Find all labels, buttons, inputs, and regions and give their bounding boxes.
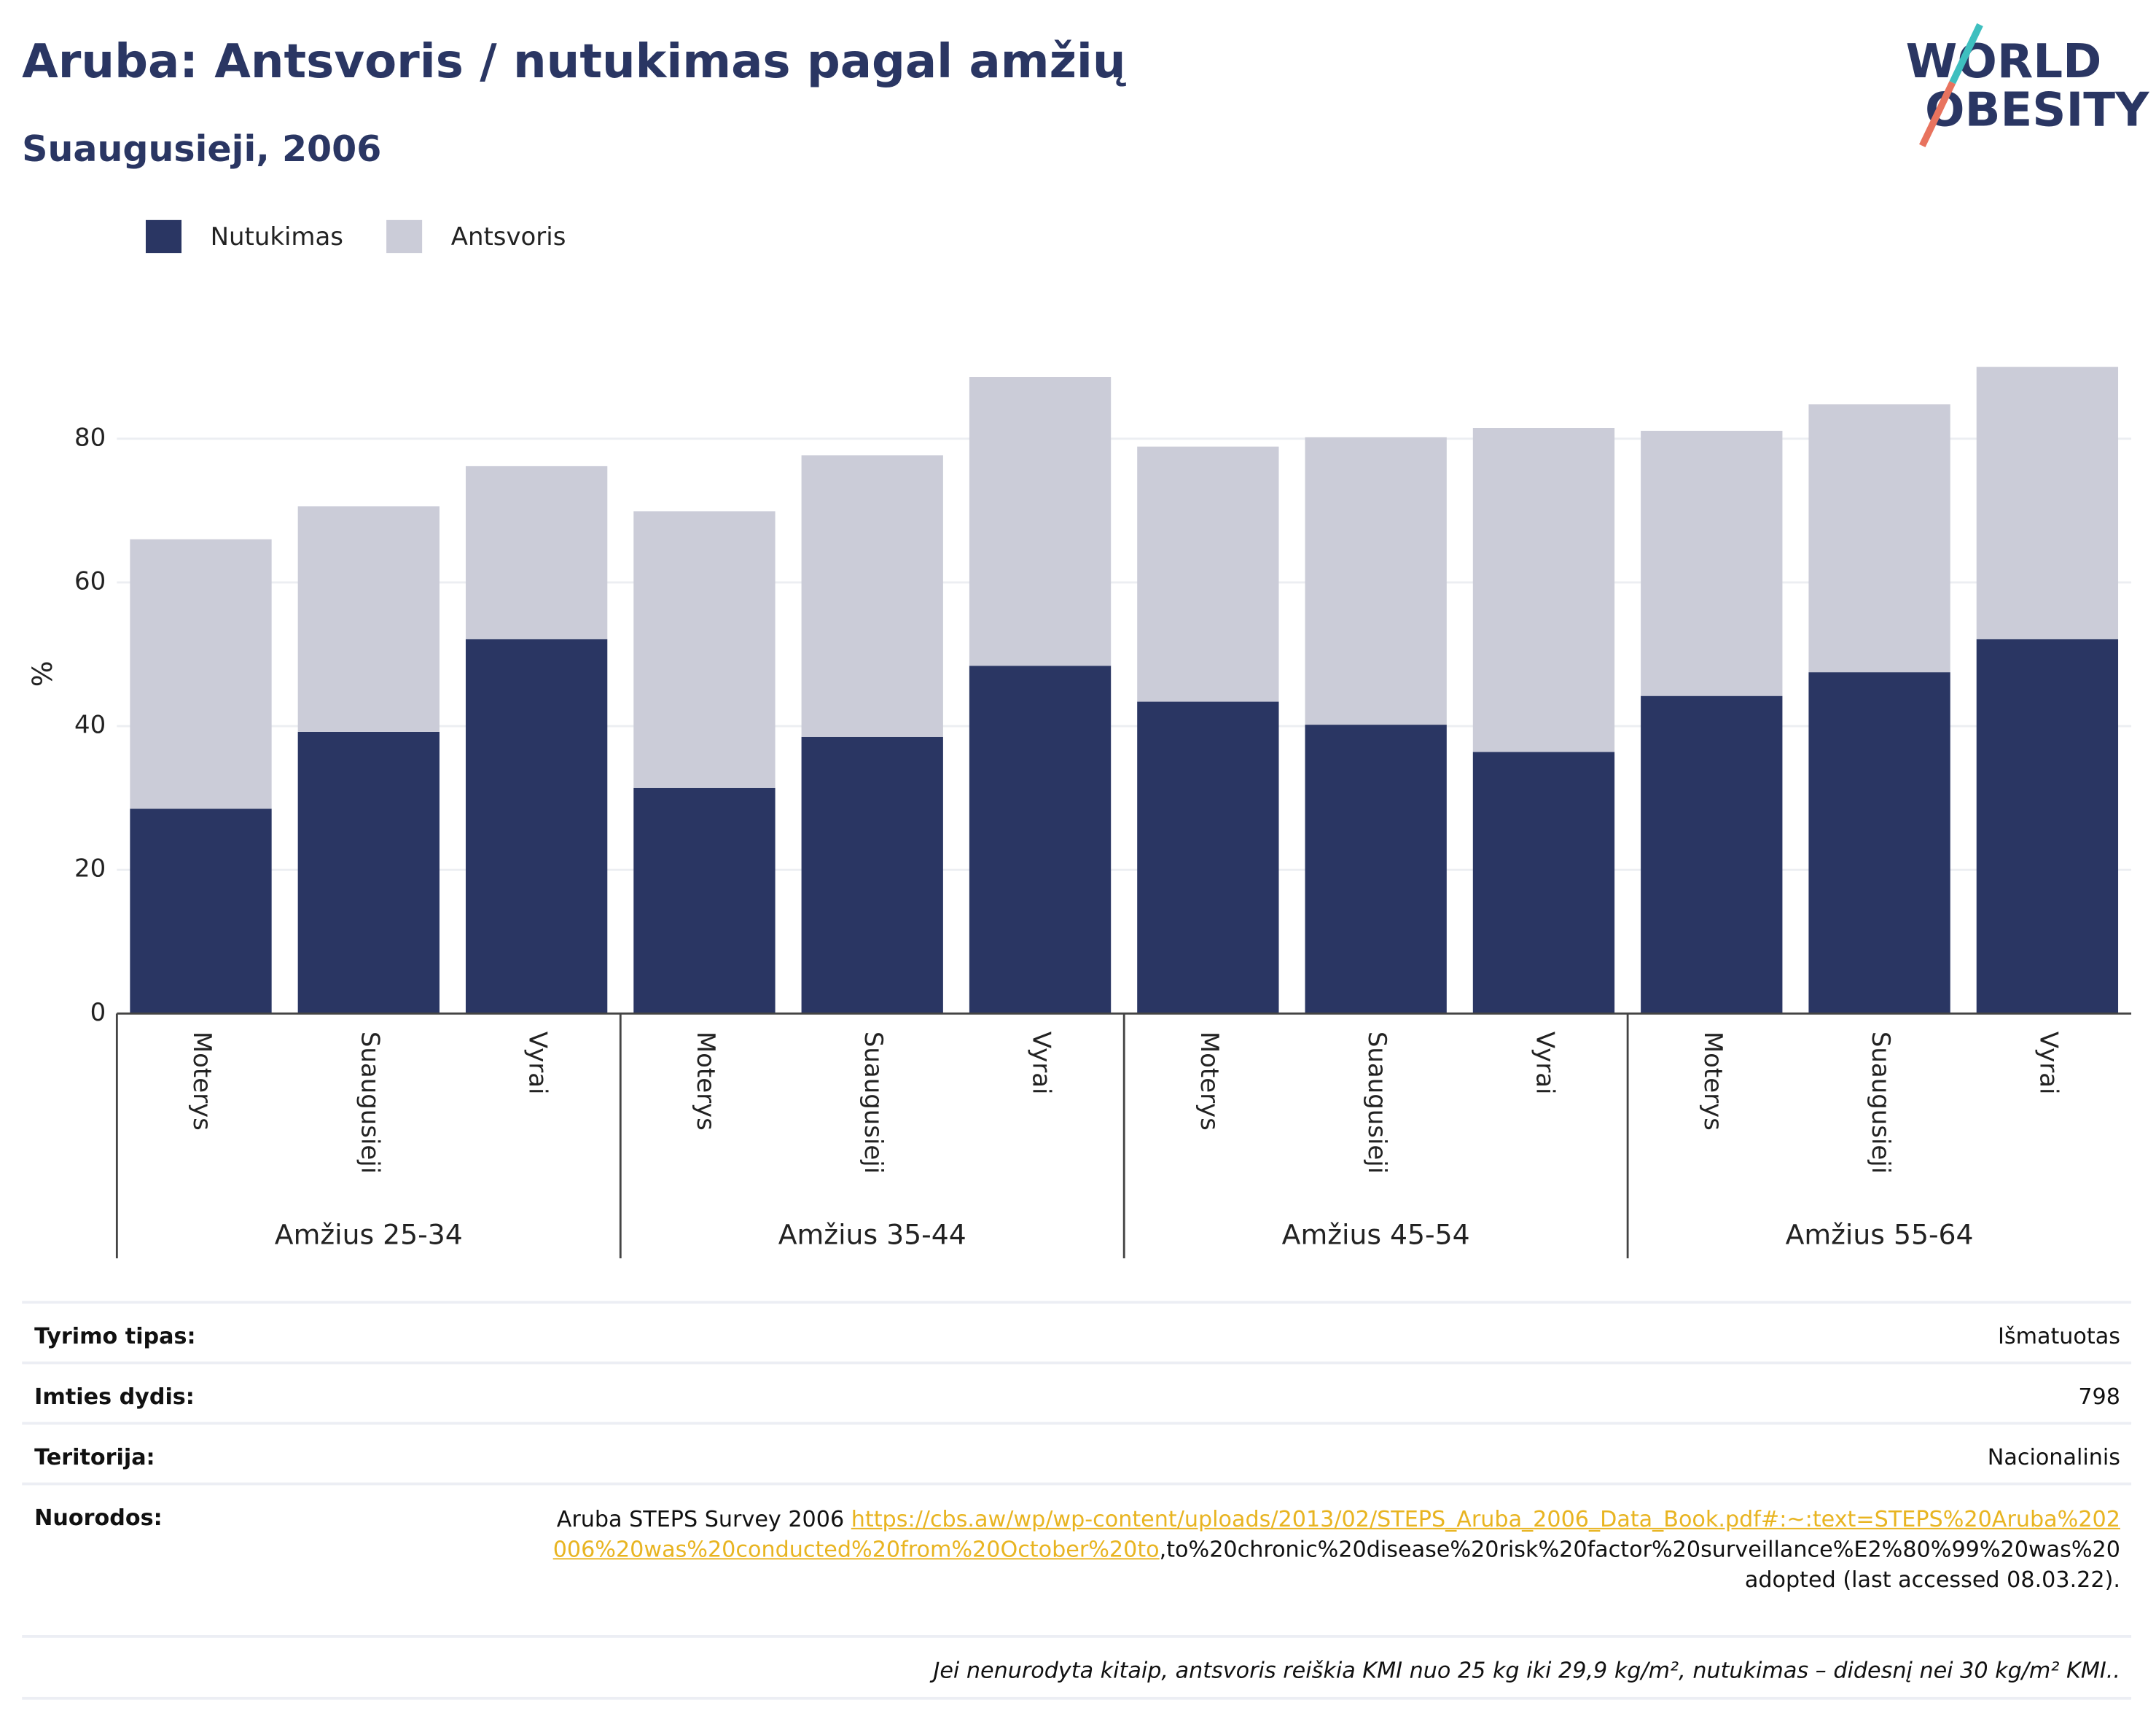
y-axis-label: % xyxy=(26,660,58,687)
bar-segment xyxy=(969,666,1112,1014)
bar-segment xyxy=(801,736,943,1014)
y-tick-label: 60 xyxy=(74,566,106,596)
x-tick-label: Suaugusieji xyxy=(355,1032,384,1174)
chart: Aruba: Antsvoris / nutukimas pagal amžių… xyxy=(22,23,2150,1259)
bar-segment xyxy=(969,377,1112,666)
legend-swatch xyxy=(386,219,423,254)
bar-segment xyxy=(1305,725,1447,1014)
info-row: Tyrimo tipas: Išmatuotas xyxy=(22,1301,2132,1363)
footnote: Jei nenurodyta kitaip, antsvoris reiškia… xyxy=(933,1657,2120,1684)
bar-segment xyxy=(1808,672,1950,1014)
bar-segment xyxy=(130,808,272,1014)
info-row: Jei nenurodyta kitaip, antsvoris reiškia… xyxy=(22,1635,2132,1700)
group-label: Amžius 45-54 xyxy=(1282,1218,1470,1250)
y-tick-label: 20 xyxy=(74,854,106,884)
logo-text: WORLD xyxy=(1906,34,2102,89)
legend-label: Nutukimas xyxy=(211,222,343,252)
info-value: 798 xyxy=(2078,1383,2120,1410)
info-value: Nacionalinis xyxy=(1987,1443,2120,1470)
y-tick-label: 40 xyxy=(74,711,106,740)
bar-segment xyxy=(1808,404,1950,673)
bar-segment xyxy=(1305,437,1447,725)
bar-segment xyxy=(1472,428,1615,752)
x-tick-label: Vyrai xyxy=(523,1032,552,1095)
x-tick-label: Vyrai xyxy=(2034,1032,2063,1095)
info-value: Aruba STEPS Survey 2006 https://cbs.aw/w… xyxy=(552,1505,2120,1596)
x-tick-label: Suaugusieji xyxy=(859,1032,888,1174)
logo-text: OBESITY xyxy=(1925,82,2150,137)
y-tick-label: 80 xyxy=(74,423,106,452)
info-value: Išmatuotas xyxy=(1997,1322,2120,1349)
bar-segment xyxy=(130,539,272,809)
group-label: Amžius 55-64 xyxy=(1786,1218,1974,1250)
bar-segment xyxy=(801,455,943,737)
bar-segment xyxy=(1137,701,1279,1014)
x-tick-label: Moterys xyxy=(691,1032,720,1131)
bar-segment xyxy=(633,511,776,788)
info-row: Nuorodos: Aruba STEPS Survey 2006 https:/… xyxy=(22,1482,2132,1637)
bar-segment xyxy=(465,466,608,639)
chart-title: Aruba: Antsvoris / nutukimas pagal amžių xyxy=(22,34,1126,89)
info-label: Nuorodos: xyxy=(34,1504,163,1531)
bar-segment xyxy=(465,639,608,1014)
info-row: Teritorija: Nacionalinis xyxy=(22,1422,2132,1484)
x-tick-label: Moterys xyxy=(187,1032,216,1131)
x-tick-label: Vyrai xyxy=(1530,1032,1559,1095)
group-label: Amžius 25-34 xyxy=(275,1218,463,1250)
logo-slash xyxy=(1949,23,1983,85)
bar-segment xyxy=(633,787,776,1014)
reference-text: ,to%20chronic%20disease%20risk%20factor%… xyxy=(1159,1536,2120,1593)
bar-segment xyxy=(1976,367,2119,639)
legend-swatch xyxy=(145,219,182,254)
x-tick-label: Moterys xyxy=(1698,1032,1727,1131)
legend-label: Antsvoris xyxy=(451,222,566,252)
bar-segment xyxy=(1976,639,2119,1014)
y-tick-label: 0 xyxy=(90,998,106,1027)
bar-segment xyxy=(1472,752,1615,1014)
info-label: Teritorija: xyxy=(34,1443,155,1470)
bar-segment xyxy=(1641,430,1783,696)
bar-segment xyxy=(297,506,440,732)
logo-slash xyxy=(1919,81,1956,148)
x-tick-label: Suaugusieji xyxy=(1866,1032,1895,1174)
reference-link[interactable]: https://cbs.aw/wp/wp-content/uploads/201… xyxy=(552,1505,2120,1563)
reference-text: Aruba STEPS Survey 2006 xyxy=(556,1505,851,1532)
bar-segment xyxy=(1641,695,1783,1014)
info-label: Tyrimo tipas: xyxy=(34,1322,196,1349)
bar-segment xyxy=(297,731,440,1014)
x-tick-label: Vyrai xyxy=(1027,1032,1056,1095)
x-tick-label: Suaugusieji xyxy=(1362,1032,1391,1174)
info-row: Imties dydis: 798 xyxy=(22,1361,2132,1424)
x-tick-label: Moterys xyxy=(1195,1032,1224,1131)
bar-segment xyxy=(1137,446,1279,702)
chart-subtitle: Suaugusieji, 2006 xyxy=(22,128,381,170)
info-label: Imties dydis: xyxy=(34,1383,195,1410)
group-label: Amžius 35-44 xyxy=(778,1218,966,1250)
